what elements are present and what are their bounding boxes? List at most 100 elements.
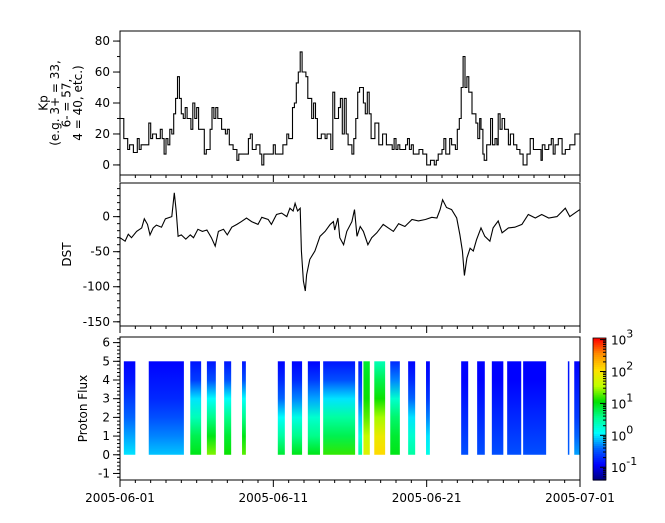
y-tick-label: -150 bbox=[83, 315, 110, 329]
y-tick-label: 3 bbox=[102, 392, 110, 406]
colorbar-tick-exponent: 0 bbox=[626, 423, 633, 436]
colorbar-segment bbox=[593, 342, 606, 345]
colorbar-segment bbox=[593, 475, 606, 479]
colorbar-segment bbox=[593, 356, 606, 359]
colorbar-segment bbox=[593, 372, 606, 376]
plot-frame bbox=[119, 30, 581, 176]
colorbar-segment bbox=[593, 388, 606, 392]
y-tick-label: 0 bbox=[102, 158, 110, 172]
y-axis-label-line: 6- = 57, bbox=[60, 79, 74, 128]
colorbar-segment bbox=[593, 402, 606, 406]
colorbar-segment bbox=[593, 350, 606, 353]
y-axis-label-line: 4 = 40, etc.) bbox=[71, 65, 85, 140]
colorbar-segment bbox=[593, 469, 606, 473]
colorbar-segment bbox=[593, 467, 606, 471]
colorbar-segment bbox=[593, 398, 606, 402]
y-tick-label: -1 bbox=[98, 466, 110, 480]
colorbar-segment bbox=[593, 429, 606, 432]
colorbar-segment bbox=[593, 400, 606, 404]
x-tick-label: 2005-06-11 bbox=[238, 491, 308, 505]
colorbar-segment bbox=[593, 409, 606, 412]
y-axis-label: DST bbox=[60, 242, 74, 267]
colorbar-segment bbox=[593, 457, 606, 461]
colorbar-segment bbox=[593, 453, 606, 457]
colorbar-segment bbox=[593, 449, 606, 453]
colorbar-segment bbox=[593, 370, 606, 374]
colorbar-segment bbox=[593, 382, 606, 386]
flux-block bbox=[574, 361, 580, 455]
flux-block bbox=[277, 361, 285, 455]
flux-block bbox=[307, 361, 320, 455]
flux-block bbox=[291, 361, 303, 455]
colorbar-segment bbox=[593, 386, 606, 390]
flux-block bbox=[363, 361, 370, 455]
colorbar-segment bbox=[593, 346, 606, 349]
colorbar-frame bbox=[592, 337, 607, 481]
colorbar-segment bbox=[593, 433, 606, 436]
colorbar-segment bbox=[593, 413, 606, 416]
kp-panel: 0 20 40 60 80 Kp(e.g. 3+ = 33,6- = 57,4 = 40,… bbox=[37, 30, 581, 182]
flux-block bbox=[390, 361, 400, 455]
colorbar-segment bbox=[593, 437, 606, 441]
y-tick-label: 40 bbox=[95, 96, 110, 110]
colorbar-segment bbox=[593, 384, 606, 388]
colorbar-segment bbox=[593, 415, 606, 418]
colorbar-tick-base: 10 bbox=[611, 429, 626, 443]
y-tick-label: 6 bbox=[102, 336, 110, 350]
y-axis-label: Proton Flux bbox=[76, 375, 90, 442]
colorbar-segment bbox=[593, 411, 606, 414]
colorbar-segment bbox=[593, 368, 606, 372]
flux-block bbox=[461, 361, 469, 455]
colorbar-segment bbox=[593, 455, 606, 459]
colorbar-segment bbox=[593, 404, 606, 408]
colorbar-segment bbox=[593, 417, 606, 420]
colorbar-segment bbox=[593, 366, 606, 370]
colorbar-segment bbox=[593, 477, 606, 481]
colorbar-segment bbox=[593, 423, 606, 426]
dst-panel: 0 -50 -100 -150 DST bbox=[60, 182, 581, 333]
flux-block bbox=[123, 361, 136, 455]
colorbar-segment bbox=[593, 459, 606, 463]
colorbar-segment bbox=[593, 465, 606, 469]
colorbar-segment bbox=[593, 344, 606, 347]
colorbar-segment bbox=[593, 425, 606, 428]
y-tick-label: 2 bbox=[102, 410, 110, 424]
colorbar-tick-exponent: -1 bbox=[626, 455, 637, 468]
y-axis-label-line: Kp bbox=[37, 95, 51, 111]
colorbar-segment bbox=[593, 431, 606, 434]
colorbar-segment bbox=[593, 394, 606, 398]
proton-flux-panel: -1 0 1 2 3 4 5 6 Proton Flux 2005-06-01 2005-06-11… bbox=[76, 336, 615, 505]
colorbar-segment bbox=[593, 445, 606, 449]
colorbar-tick-exponent: 2 bbox=[626, 360, 633, 373]
colorbar-segment bbox=[593, 390, 606, 394]
y-tick-label: -50 bbox=[90, 245, 110, 259]
flux-block bbox=[477, 361, 485, 455]
y-tick-label: 80 bbox=[95, 34, 110, 48]
colorbar-tick-exponent: 3 bbox=[626, 328, 633, 341]
flux-block bbox=[148, 361, 184, 455]
colorbar-segment bbox=[593, 435, 606, 438]
colorbar-segment bbox=[593, 338, 606, 341]
flux-block bbox=[507, 361, 522, 455]
colorbar-tick-label: 102 bbox=[611, 360, 633, 380]
colorbar-segment bbox=[593, 471, 606, 475]
x-tick-label: 2005-06-01 bbox=[85, 491, 155, 505]
colorbar-segment bbox=[593, 473, 606, 477]
y-tick-label: 60 bbox=[95, 65, 110, 79]
colorbar-segment bbox=[593, 354, 606, 357]
colorbar-segment bbox=[593, 364, 606, 367]
colorbar-segment bbox=[593, 358, 606, 361]
y-tick-label: 0 bbox=[102, 448, 110, 462]
y-tick-label: 4 bbox=[102, 373, 110, 387]
flux-block bbox=[242, 361, 246, 455]
colorbar-segment bbox=[593, 461, 606, 465]
flux-block bbox=[358, 361, 363, 455]
colorbar-segment bbox=[593, 421, 606, 424]
y-axis-label-line: (e.g. 3+ = 33, bbox=[48, 60, 62, 146]
y-tick-label: 20 bbox=[95, 127, 110, 141]
colorbar-segment bbox=[593, 427, 606, 430]
colorbar-segment bbox=[593, 451, 606, 455]
colorbar-segment bbox=[593, 374, 606, 378]
flux-block bbox=[408, 361, 416, 455]
